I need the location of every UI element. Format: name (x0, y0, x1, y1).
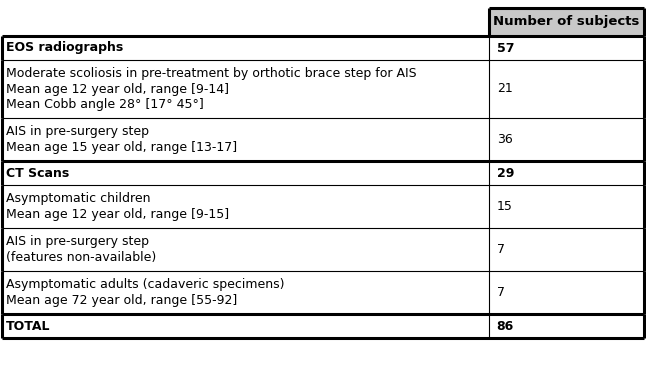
Text: Moderate scoliosis in pre-treatment by orthotic brace step for AIS
Mean age 12 y: Moderate scoliosis in pre-treatment by o… (6, 67, 417, 111)
Text: 36: 36 (497, 133, 512, 146)
Text: Asymptomatic adults (cadaveric specimens)
Mean age 72 year old, range [55-92]: Asymptomatic adults (cadaveric specimens… (6, 278, 284, 307)
Text: Number of subjects: Number of subjects (493, 15, 640, 28)
Text: CT Scans: CT Scans (6, 166, 69, 180)
Text: 57: 57 (497, 42, 514, 54)
Text: 29: 29 (497, 166, 514, 180)
Text: 7: 7 (497, 243, 505, 256)
Text: AIS in pre-surgery step
(features non-available): AIS in pre-surgery step (features non-av… (6, 235, 156, 264)
Text: AIS in pre-surgery step
Mean age 15 year old, range [13-17]: AIS in pre-surgery step Mean age 15 year… (6, 125, 237, 154)
Text: 21: 21 (497, 82, 512, 96)
Text: 86: 86 (497, 320, 514, 333)
Text: EOS radiographs: EOS radiographs (6, 42, 123, 54)
Text: 15: 15 (497, 200, 512, 213)
Text: TOTAL: TOTAL (6, 320, 50, 333)
Text: Asymptomatic children
Mean age 12 year old, range [9-15]: Asymptomatic children Mean age 12 year o… (6, 192, 229, 221)
Bar (488, 8, 644, 36)
Text: 7: 7 (497, 286, 505, 299)
